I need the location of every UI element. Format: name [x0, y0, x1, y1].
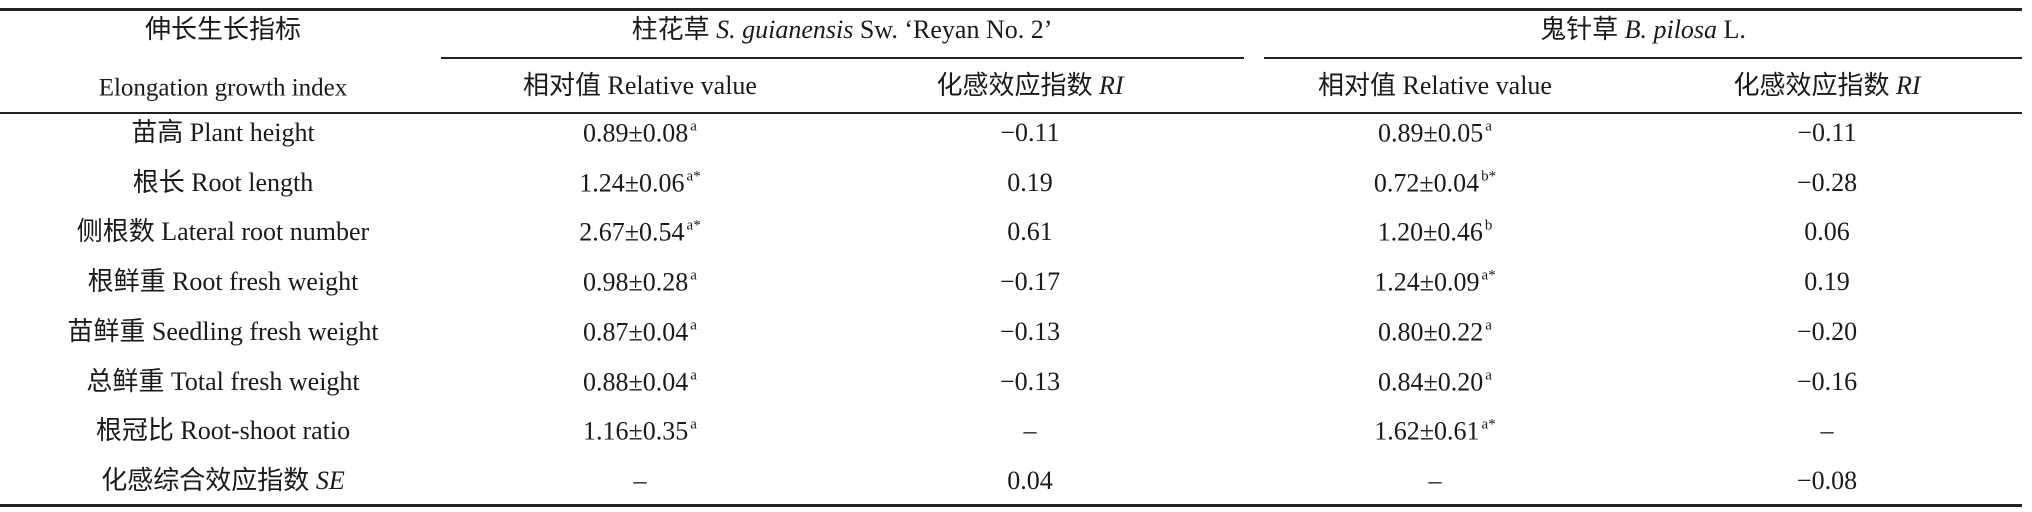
header-index-en: Elongation growth index: [98, 74, 348, 102]
table-cell: 0.98±0.28 a: [583, 267, 697, 297]
table-cell: 0.88±0.04 a: [583, 368, 697, 395]
row-label: 根鲜重 Root fresh weight: [87, 267, 359, 297]
header-sub: 相对值 Relative value: [1318, 71, 1552, 100]
text: S. guianensis: [716, 15, 854, 44]
superscript: a*: [686, 217, 701, 234]
table-cell: 2.67±0.54 a*: [579, 217, 701, 247]
row-label: 侧根数 Lateral root number: [76, 217, 370, 247]
cell-value: 0.84±0.20: [1378, 367, 1484, 396]
cell-value: 1.24±0.06: [579, 168, 685, 198]
cell-value: 0.72±0.04: [1373, 168, 1480, 198]
superscript: a*: [1481, 267, 1496, 284]
text: RI: [1895, 71, 1921, 100]
header-rule: [0, 112, 2022, 114]
table-cell: 0.04: [1007, 465, 1053, 495]
superscript: a: [1485, 367, 1492, 383]
superscript: a: [690, 118, 697, 135]
cell-value: 0.89±0.08: [583, 118, 689, 148]
text: 柱花草: [631, 15, 717, 44]
text: Sw. ‘Reyan No. 2’: [853, 15, 1053, 44]
superscript: a: [690, 267, 697, 284]
cell-value: 1.20±0.46: [1377, 217, 1483, 247]
table-cell: −0.13: [999, 366, 1061, 396]
cell-value: 0.87±0.04: [583, 317, 689, 347]
row-label: 苗鲜重 Seedling fresh weight: [67, 316, 379, 346]
text: L.: [1717, 15, 1746, 44]
cell-value: 2.67±0.54: [579, 217, 685, 247]
superscript: b: [1484, 217, 1493, 234]
table-cell: 0.87±0.04 a: [583, 318, 697, 345]
header-sub: 化感效应指数 RI: [936, 73, 1123, 99]
row-label: 总鲜重 Total fresh weight: [86, 366, 360, 396]
table-cell: −0.20: [1796, 316, 1858, 346]
superscript: a*: [1481, 416, 1496, 433]
table-cell: 0.19: [1804, 267, 1850, 297]
text: B. pilosa: [1624, 15, 1718, 44]
row-label: 根冠比 Root-shoot ratio: [95, 416, 351, 446]
table-cell: 1.20±0.46 b: [1377, 217, 1493, 247]
cell-value: 0.88±0.04: [583, 367, 689, 396]
group-rule: [1264, 57, 2022, 59]
table-cell: 1.62±0.61 a*: [1374, 416, 1496, 446]
row-label: 化感综合效应指数 SE: [101, 465, 345, 495]
superscript: a: [690, 317, 697, 334]
table-cell: −0.13: [999, 316, 1061, 346]
table-cell: −0.08: [1796, 465, 1858, 495]
table-cell: 0.06: [1804, 217, 1850, 247]
text: 鬼针草: [1540, 15, 1625, 44]
cell-value: 1.24±0.09: [1374, 267, 1480, 297]
table-cell: −0.28: [1796, 167, 1858, 197]
table-cell: 0.19: [1007, 167, 1053, 197]
table-cell: 1.16±0.35 a: [583, 416, 697, 446]
table-cell: 0.61: [1007, 217, 1053, 247]
table-cell: −0.11: [1797, 118, 1857, 147]
cell-value: 0.80±0.22: [1378, 317, 1484, 347]
table-cell: 0.72±0.04 b*: [1374, 169, 1496, 196]
table-cell: 0.89±0.05 a: [1378, 118, 1492, 148]
cell-value: 1.62±0.61: [1374, 416, 1480, 446]
text: 化感效应指数: [1733, 71, 1896, 100]
cell-value: 0.89±0.05: [1378, 118, 1484, 148]
top-rule: [0, 8, 2022, 11]
table-cell: 0.89±0.08 a: [583, 118, 697, 148]
header-group: 柱花草 S. guianensis Sw. ‘Reyan No. 2’: [632, 17, 1053, 43]
table-cell: –: [633, 465, 647, 495]
group-rule: [441, 57, 1244, 59]
table-cell: 1.24±0.09 a*: [1374, 267, 1496, 297]
text: 化感综合效应指数: [101, 465, 316, 495]
superscript: a: [1485, 317, 1492, 334]
table-cell: −0.17: [999, 267, 1061, 297]
superscript: a: [690, 416, 697, 433]
table-cell: –: [1428, 465, 1442, 495]
superscript: b*: [1481, 168, 1497, 185]
header-sub: 相对值 Relative value: [523, 71, 757, 100]
bottom-rule: [0, 504, 2022, 507]
table-cell: 1.24±0.06 a*: [579, 169, 700, 196]
text: 化感效应指数: [936, 71, 1099, 100]
table-cell: 0.84±0.20 a: [1378, 368, 1492, 395]
superscript: a: [690, 367, 697, 383]
cell-value: 0.98±0.28: [583, 267, 689, 297]
superscript: a: [1485, 118, 1492, 135]
row-label: 苗高 Plant height: [131, 118, 315, 147]
table-cell: −0.16: [1796, 366, 1858, 396]
text: RI: [1098, 71, 1124, 100]
text: SE: [315, 465, 345, 495]
table-cell: −0.11: [1000, 118, 1060, 147]
header-group: 鬼针草 B. pilosa L.: [1540, 17, 1746, 43]
table-cell: –: [1023, 416, 1037, 446]
table-cell: –: [1820, 416, 1834, 446]
row-label: 根长 Root length: [132, 167, 314, 197]
table-cell: 0.80±0.22 a: [1378, 318, 1492, 345]
superscript: a*: [686, 168, 701, 185]
cell-value: 1.16±0.35: [583, 416, 689, 446]
header-sub: 化感效应指数 RI: [1733, 73, 1920, 99]
header-index-zh: 伸长生长指标: [144, 15, 302, 44]
